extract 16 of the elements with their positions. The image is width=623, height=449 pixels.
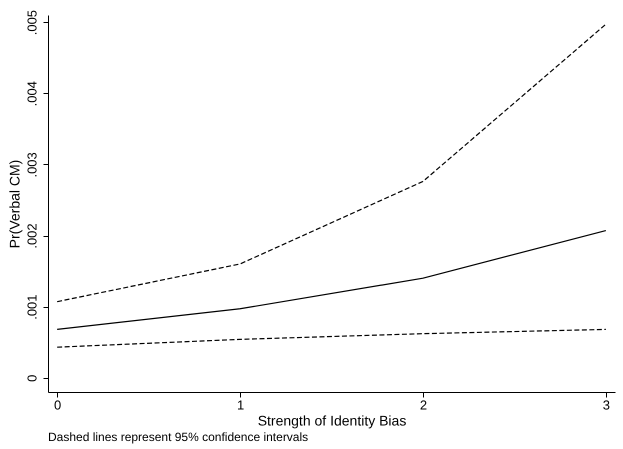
y-tick-label: .004 xyxy=(24,81,40,106)
text: Dashed lines represent 95% confidence intervals xyxy=(48,430,308,444)
y-tick-label: .002 xyxy=(24,223,40,249)
line-series xyxy=(56,24,606,302)
line-series xyxy=(56,328,606,348)
x-tick-label: 1 xyxy=(236,398,244,412)
x-tick-label: 3 xyxy=(602,398,610,412)
y-tick-label: 0 xyxy=(24,374,40,382)
x-axis-title: Strength of Identity Bias xyxy=(258,412,406,428)
y-axis-title: Pr(Verbal CM) xyxy=(6,160,22,248)
y-tick-label: .003 xyxy=(24,152,40,178)
y-tick-label: .001 xyxy=(24,294,40,320)
x-tick-label: 0 xyxy=(54,398,62,412)
y-tick-label: .005 xyxy=(24,10,40,36)
x-tick-label: 2 xyxy=(420,398,428,412)
line-series xyxy=(56,230,606,330)
